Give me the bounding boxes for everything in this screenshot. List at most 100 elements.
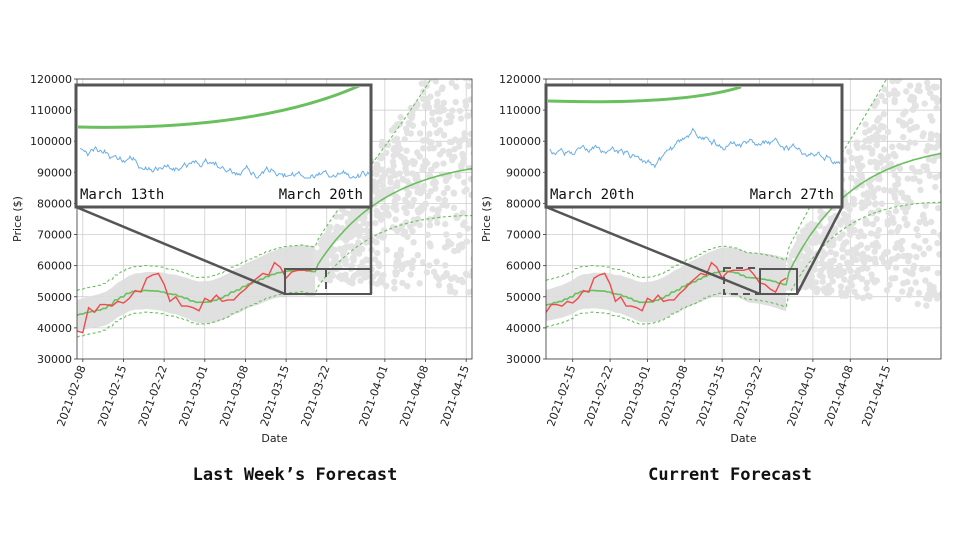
y-tick-label: 50000: [506, 291, 541, 304]
forecast-sample-point: [923, 147, 930, 154]
forecast-sample-point: [446, 138, 454, 146]
forecast-sample-point: [858, 204, 866, 212]
forecast-sample-point: [916, 87, 923, 95]
forecast-sample-point: [935, 68, 941, 74]
forecast-sample-point: [887, 229, 895, 236]
forecast-sample-point: [891, 191, 898, 199]
forecast-sample-point: [464, 112, 471, 120]
forecast-sample-point: [924, 79, 931, 87]
forecast-sample-point: [426, 240, 433, 247]
forecast-sample-point: [806, 257, 814, 264]
forecast-sample-point: [332, 253, 340, 260]
forecast-sample-point: [827, 261, 834, 269]
forecast-sample-point: [462, 20, 468, 26]
forecast-sample-point: [846, 206, 853, 213]
forecast-sample-point: [927, 56, 933, 62]
forecast-sample-point: [424, 95, 431, 103]
forecast-sample-point: [419, 95, 427, 102]
forecast-sample-point: [403, 219, 410, 226]
forecast-sample-point: [860, 191, 867, 198]
forecast-sample-point: [846, 231, 854, 238]
forecast-sample-point: [848, 225, 855, 232]
forecast-sample-point: [458, 241, 466, 248]
x-tick-label: 2021-04-08: [822, 364, 856, 429]
forecast-sample-point: [874, 232, 881, 240]
y-tick-label: 70000: [37, 229, 72, 242]
forecast-sample-point: [933, 83, 940, 91]
inset-forecast-curve: [548, 87, 742, 104]
forecast-sample-point: [441, 40, 447, 46]
forecast-sample-point: [799, 261, 806, 268]
forecast-sample-point: [424, 192, 432, 200]
forecast-sample-point: [884, 218, 891, 225]
forecast-sample-point: [360, 219, 367, 227]
axes-frame: [76, 78, 473, 360]
forecast-sample-point: [441, 244, 449, 251]
y-axis-title: Price ($): [480, 196, 493, 242]
forecast-sample-point: [922, 202, 929, 209]
forecast-sample-point: [819, 278, 826, 285]
forecast-sample-point: [427, 188, 434, 195]
forecast-sample-point: [914, 300, 921, 308]
forecast-sample-point: [421, 157, 429, 164]
forecast-sample-point: [442, 220, 449, 228]
forecast-sample-point: [401, 155, 408, 163]
forecast-sample-point: [918, 265, 926, 273]
forecast-sample-point: [925, 245, 933, 252]
forecast-sample-point: [470, 255, 472, 262]
forecast-sample-point: [899, 288, 906, 295]
forecast-sample-point: [930, 70, 936, 76]
forecast-sample-point: [408, 114, 415, 122]
forecast-sample-point: [932, 54, 938, 60]
forecast-sample-point: [848, 165, 856, 172]
forecast-sample-point: [937, 231, 941, 239]
forecast-sample-point: [420, 145, 427, 152]
forecast-sample-point: [409, 170, 416, 177]
forecast-sample-point: [458, 276, 465, 283]
forecast-sample-point: [821, 211, 828, 218]
forecast-sample-point: [466, 79, 472, 82]
forecast-sample-point: [436, 116, 443, 123]
forecast-sample-point: [419, 137, 427, 144]
forecast-sample-point: [416, 221, 423, 229]
forecast-sample-point: [446, 151, 453, 158]
forecast-sample-point: [333, 213, 340, 220]
forecast-sample-point: [340, 251, 347, 258]
forecast-sample-point: [906, 291, 913, 298]
y-tick-label: 70000: [506, 229, 541, 242]
y-tick-label: 90000: [37, 166, 72, 179]
forecast-sample-point: [432, 185, 439, 192]
forecast-sample-point: [428, 166, 435, 174]
forecast-sample-point: [432, 67, 438, 73]
forecast-sample-point: [334, 223, 341, 230]
forecast-sample-point: [936, 9, 942, 15]
inset-plot: [548, 87, 840, 169]
forecast-sample-point: [869, 221, 877, 228]
forecast-sample-point: [451, 146, 458, 153]
forecast-sample-point: [890, 219, 897, 226]
forecast-sample-point: [460, 221, 467, 228]
y-tick-label: 80000: [37, 197, 72, 210]
forecast-sample-point: [858, 275, 866, 283]
forecast-sample-point: [934, 239, 941, 247]
forecast-sample-point: [397, 113, 404, 121]
forecast-sample-point: [837, 221, 844, 228]
forecast-sample-point: [428, 67, 434, 73]
last-week-forecast-caption: Last Week’s Forecast: [193, 465, 398, 485]
forecast-sample-point: [447, 285, 454, 293]
x-tick-label: 2021-04-01: [357, 364, 391, 429]
forecast-sample-point: [935, 62, 941, 68]
forecast-sample-point: [910, 53, 916, 59]
forecast-sample-point: [875, 207, 882, 214]
zoom-connector-left: [75, 205, 286, 296]
forecast-sample-point: [449, 44, 455, 50]
forecast-sample-point: [928, 2, 934, 8]
forecast-sample-point: [372, 188, 379, 195]
forecast-sample-point: [383, 246, 390, 254]
forecast-sample-point: [390, 204, 397, 211]
forecast-sample-point: [847, 267, 854, 275]
forecast-sample-point: [416, 130, 424, 137]
forecast-sample-point: [377, 216, 385, 223]
forecast-sample-point: [858, 199, 866, 206]
forecast-sample-point: [930, 228, 937, 236]
